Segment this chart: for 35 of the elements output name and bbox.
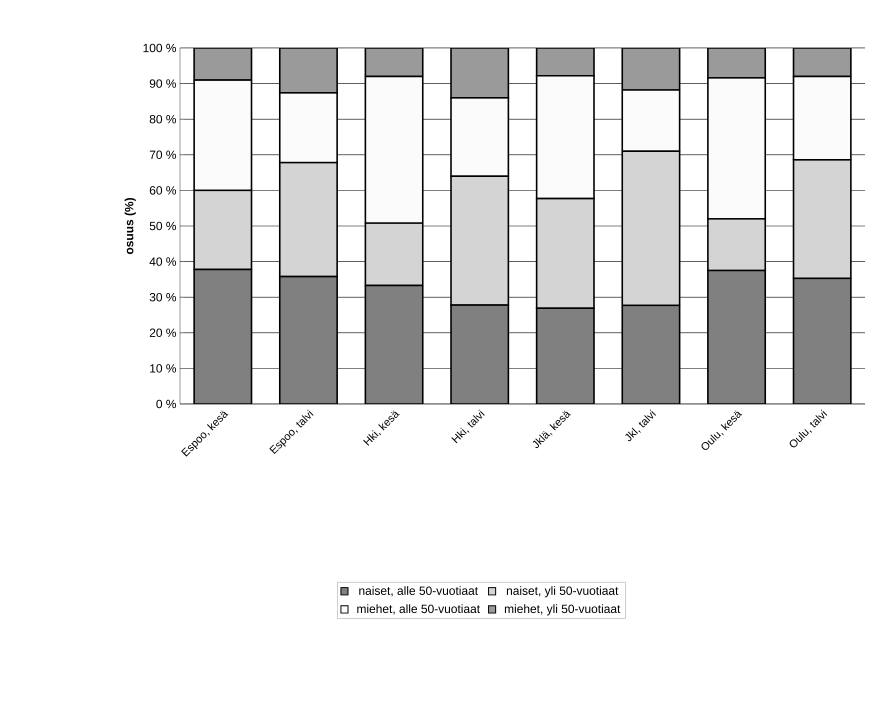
y-tick-label: 50 % xyxy=(150,222,176,230)
bar xyxy=(792,278,852,404)
y-tick-label: 40 % xyxy=(150,257,176,266)
bar xyxy=(536,307,595,404)
y-tick-label: 0 % xyxy=(156,400,176,408)
y-tick-label: 10 % xyxy=(150,364,176,373)
x-tick-label: Jkl, talvi xyxy=(625,409,656,442)
bar xyxy=(536,48,595,77)
bar xyxy=(278,48,338,94)
bar xyxy=(450,48,510,99)
bar xyxy=(194,269,252,404)
y-tick-label: 100 % xyxy=(143,44,176,52)
y-tick-label: 30 % xyxy=(150,292,176,302)
bar xyxy=(278,276,338,404)
y-tick-label: 90 % xyxy=(150,79,176,88)
legend-label: miehet, yli 50-vuotiaat xyxy=(504,604,620,616)
bar xyxy=(193,48,252,81)
bar xyxy=(621,304,680,404)
bar xyxy=(792,48,852,78)
x-tick-label: Hki, talvi xyxy=(451,409,485,444)
bar xyxy=(450,304,510,404)
legend-label: naiset, alle 50-vuotiaat xyxy=(359,586,478,596)
y-tick-label: 70 % xyxy=(150,150,176,160)
y-axis-title: osuus (%) xyxy=(124,198,136,254)
y-tick-label: 60 % xyxy=(150,186,176,195)
x-tick-label: Oulu, talvi xyxy=(790,409,828,448)
y-tick-label: 20 % xyxy=(150,328,176,338)
y-tick-label: 80 % xyxy=(150,114,176,124)
legend-label: naiset, yli 50-vuotiaat xyxy=(506,586,618,598)
bar xyxy=(364,284,424,404)
legend-label: miehet, alle 50-vuotiaat xyxy=(357,604,480,614)
bar xyxy=(364,48,424,78)
bar xyxy=(707,48,766,79)
bar xyxy=(621,48,680,91)
bar xyxy=(707,270,766,404)
